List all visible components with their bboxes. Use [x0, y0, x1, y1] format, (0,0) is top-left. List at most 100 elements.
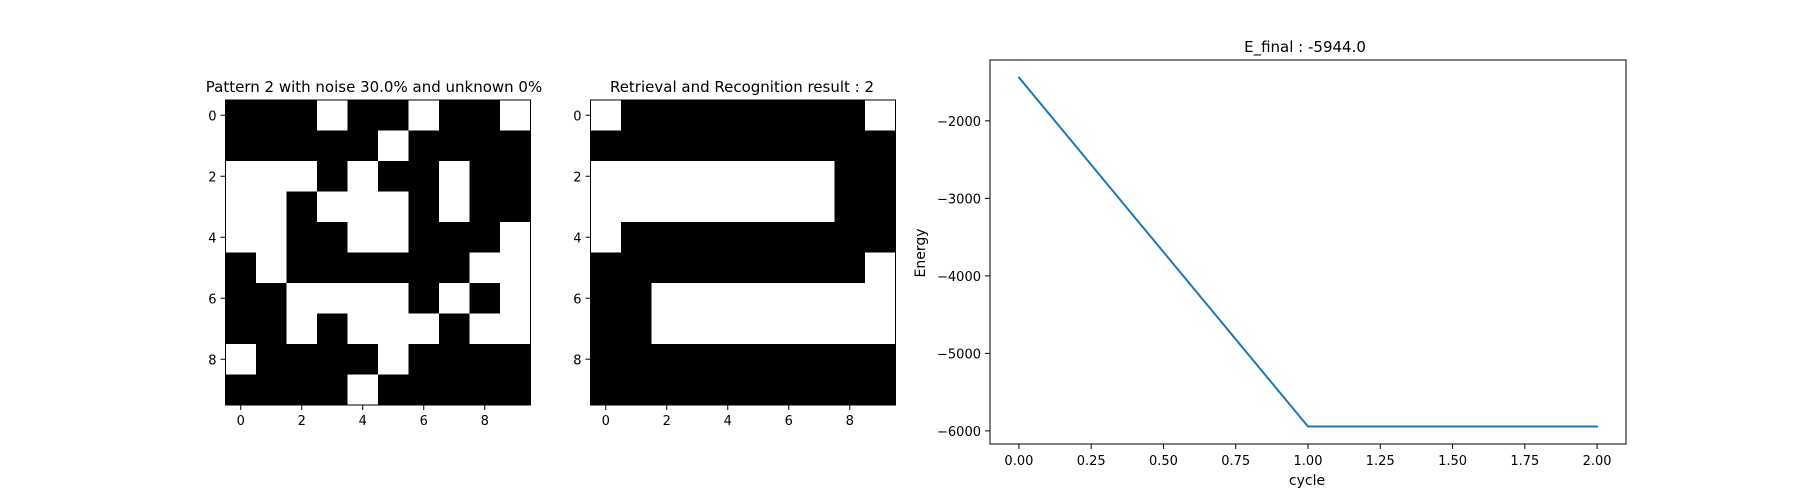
cell-r5-c2	[286, 252, 318, 284]
cell-r0-c3	[682, 100, 713, 131]
cell-r2-c3	[317, 161, 348, 192]
cell-r1-c8	[469, 130, 501, 162]
cell-r6-c0	[225, 283, 257, 314]
cell-r6-c6	[773, 283, 805, 314]
cell-r4-c1	[256, 222, 287, 253]
x-tick-label: 4	[359, 414, 367, 429]
y-tick-label: 2	[573, 170, 581, 185]
cell-r3-c7	[439, 191, 470, 223]
cell-r9-c4	[712, 374, 744, 406]
noisy-pattern-x-ticks: 0 2 4 6 8	[237, 405, 489, 429]
cell-r4-c2	[286, 222, 318, 253]
cell-r6-c5	[378, 283, 409, 314]
cell-r3-c4	[347, 191, 379, 223]
x-tick-label: 1.25	[1366, 454, 1395, 469]
cell-r7-c7	[804, 313, 835, 345]
cell-r0-c0	[590, 100, 622, 131]
cell-r1-c3	[682, 130, 713, 162]
cell-r8-c0	[225, 344, 257, 375]
cell-r0-c1	[256, 100, 287, 131]
cell-r3-c1	[256, 191, 287, 223]
energy-x-axis-label: cycle	[1289, 473, 1325, 489]
energy-point-1	[1307, 425, 1309, 428]
cell-r1-c1	[256, 130, 287, 162]
cell-r5-c4	[347, 252, 379, 284]
cell-r9-c2	[286, 374, 318, 406]
cell-r0-c7	[804, 100, 835, 131]
cell-r1-c6	[773, 130, 805, 162]
cell-r5-c3	[682, 252, 713, 284]
cell-r2-c2	[651, 161, 683, 192]
cell-r3-c1	[621, 191, 652, 223]
cell-r7-c0	[590, 313, 622, 345]
x-tick-label: 2	[298, 414, 306, 429]
cell-r5-c2	[651, 252, 683, 284]
cell-r0-c3	[317, 100, 348, 131]
cell-r0-c6	[773, 100, 805, 131]
y-tick-label: 8	[208, 353, 216, 368]
cell-r8-c5	[378, 344, 409, 375]
cell-r0-c5	[378, 100, 409, 131]
x-tick-label: 0	[237, 414, 245, 429]
x-tick-label: 8	[846, 414, 854, 429]
cell-r1-c1	[621, 130, 652, 162]
cell-r7-c3	[682, 313, 713, 345]
cell-r1-c5	[743, 130, 774, 162]
retrieval-result-cells	[590, 100, 896, 406]
energy-series-points	[1017, 76, 1599, 428]
x-tick-label: 1.75	[1510, 454, 1539, 469]
cell-r1-c9	[865, 130, 896, 162]
y-tick-label: −3000	[937, 192, 981, 207]
cell-r9-c3	[682, 374, 713, 406]
cell-r9-c9	[865, 374, 896, 406]
cell-r9-c3	[317, 374, 348, 406]
cell-r7-c1	[256, 313, 287, 345]
noisy-pattern-cells	[225, 100, 531, 406]
cell-r3-c3	[317, 191, 348, 223]
cell-r9-c1	[621, 374, 652, 406]
cell-r1-c6	[408, 130, 440, 162]
cell-r8-c7	[804, 344, 835, 375]
cell-r0-c5	[743, 100, 774, 131]
cell-r8-c8	[469, 344, 501, 375]
cell-r9-c5	[378, 374, 409, 406]
cell-r3-c9	[865, 191, 896, 223]
cell-r2-c5	[378, 161, 409, 192]
cell-r5-c9	[500, 252, 531, 284]
cell-r2-c6	[408, 161, 440, 192]
cell-r3-c0	[590, 191, 622, 223]
cell-r9-c4	[347, 374, 379, 406]
cell-r8-c2	[651, 344, 683, 375]
energy-chart-x-ticks: 0.00 0.25 0.50 0.75 1.00 1.25 1.50 1.75 2.00	[1004, 444, 1612, 469]
cell-r1-c3	[317, 130, 348, 162]
cell-r7-c9	[865, 313, 896, 345]
x-tick-label: 8	[481, 414, 489, 429]
cell-r2-c1	[621, 161, 652, 192]
cell-r3-c8	[469, 191, 501, 223]
cell-r7-c6	[408, 313, 440, 345]
cell-r6-c4	[712, 283, 744, 314]
cell-r5-c7	[439, 252, 470, 284]
cell-r4-c4	[712, 222, 744, 253]
x-tick-label: 0.25	[1077, 454, 1106, 469]
cell-r6-c1	[256, 283, 287, 314]
cell-r3-c3	[682, 191, 713, 223]
cell-r6-c5	[743, 283, 774, 314]
cell-r7-c4	[347, 313, 379, 345]
cell-r3-c2	[286, 191, 318, 223]
cell-r4-c2	[651, 222, 683, 253]
cell-r0-c4	[712, 100, 744, 131]
cell-r5-c5	[378, 252, 409, 284]
cell-r2-c4	[712, 161, 744, 192]
cell-r2-c8	[834, 161, 866, 192]
retrieval-result-title: Retrieval and Recognition result : 2	[610, 78, 874, 96]
retrieval-result-y-ticks: 0 2 4 6 8	[573, 109, 591, 368]
cell-r0-c8	[834, 100, 866, 131]
cell-r4-c6	[773, 222, 805, 253]
cell-r6-c8	[469, 283, 501, 314]
cell-r6-c2	[651, 283, 683, 314]
cell-r5-c6	[773, 252, 805, 284]
cell-r9-c7	[804, 374, 835, 406]
x-tick-label: 4	[724, 414, 732, 429]
